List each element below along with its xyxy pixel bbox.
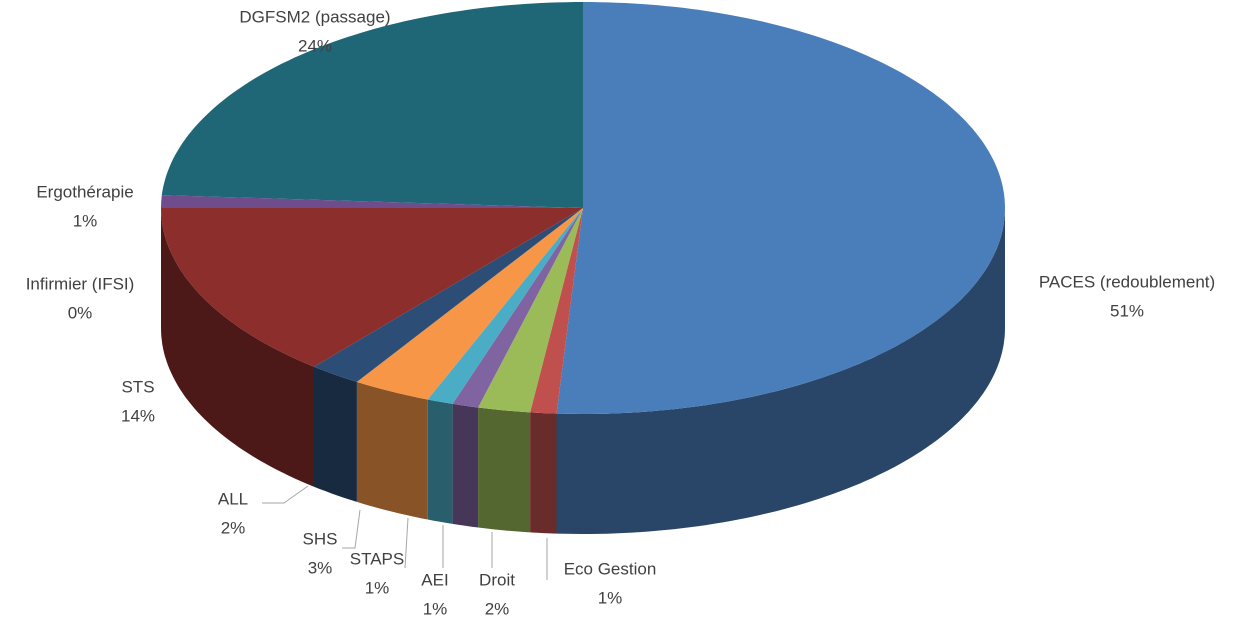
pie-slice	[161, 195, 583, 208]
pie-tops	[161, 2, 1005, 414]
category-label: PACES (redoublement)	[1039, 272, 1215, 291]
pie-slice	[356, 208, 583, 400]
value-label: 14%	[121, 406, 155, 425]
pie-slice	[427, 208, 583, 404]
value-label: 1%	[598, 588, 623, 607]
pie-slice	[478, 208, 583, 413]
data-labels: PACES (redoublement) 51% Eco Gestion 1% Droi…	[26, 7, 1215, 618]
value-label: 2%	[485, 599, 510, 616]
category-label: STS	[121, 377, 154, 396]
pie-side	[427, 399, 453, 524]
category-label: SHS	[303, 529, 338, 548]
category-label: ALL	[218, 489, 248, 508]
category-label: AEI	[421, 570, 448, 589]
value-label: 1%	[365, 578, 390, 597]
pie-side	[314, 366, 357, 502]
category-label: Droit	[479, 570, 515, 589]
leader-lines	[262, 485, 548, 580]
pie-sides	[161, 208, 1005, 534]
category-label: DGFSM2 (passage)	[239, 7, 390, 26]
pie-side	[556, 208, 1005, 534]
category-label: Eco Gestion	[564, 559, 657, 578]
category-label: Infirmier (IFSI)	[26, 274, 135, 293]
pie-slice	[530, 208, 583, 414]
pie-side	[530, 412, 557, 534]
pie-side	[356, 381, 428, 520]
pie-slice	[161, 2, 584, 208]
value-label: 3%	[308, 558, 333, 577]
leader-line	[262, 485, 309, 504]
leader-line	[342, 509, 361, 549]
pie-slice	[452, 208, 583, 408]
pie-slice	[161, 208, 583, 367]
pie-side	[478, 407, 531, 533]
value-label: 0%	[68, 303, 93, 322]
category-label: STAPS	[350, 549, 404, 568]
value-label: 51%	[1110, 301, 1144, 320]
pie-side	[161, 208, 314, 487]
pie-side	[452, 403, 479, 528]
pie-slice	[314, 208, 583, 382]
leader-line	[404, 517, 409, 569]
pie-slice	[556, 2, 1005, 414]
value-label: 24%	[298, 36, 332, 55]
value-label: 2%	[221, 518, 246, 537]
value-label: 1%	[73, 211, 98, 230]
category-label: Ergothérapie	[36, 182, 133, 201]
value-label: 1%	[423, 599, 448, 616]
